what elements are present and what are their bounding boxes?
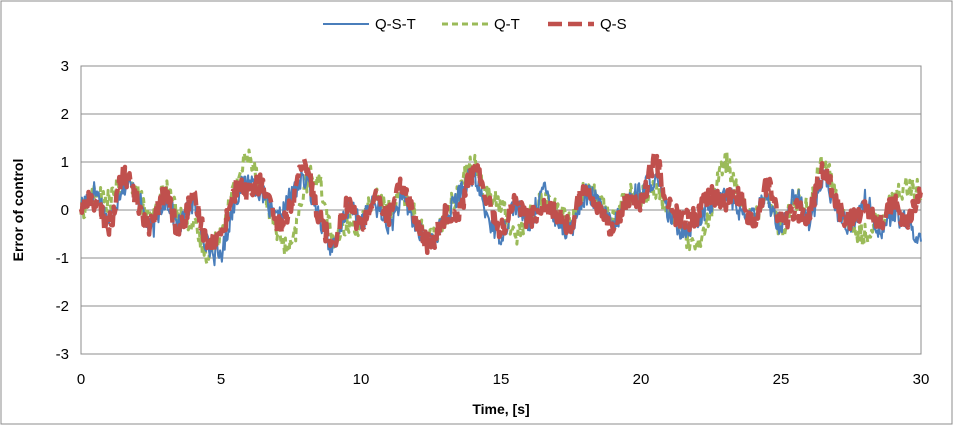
y-tick-label: -3 bbox=[56, 346, 69, 363]
y-tick-label: 1 bbox=[61, 154, 69, 171]
y-tick-label: 0 bbox=[61, 202, 69, 219]
x-axis-title: Time, [s] bbox=[472, 401, 529, 417]
x-tick-label: 20 bbox=[633, 371, 650, 388]
y-axis-title: Error of control bbox=[10, 159, 26, 262]
x-tick-label: 25 bbox=[773, 371, 790, 388]
x-tick-label: 0 bbox=[77, 371, 85, 388]
y-tick-label: -2 bbox=[56, 298, 69, 315]
x-tick-label: 30 bbox=[913, 371, 930, 388]
y-axis-ticks: -3 -2 -1 0 1 2 3 bbox=[56, 58, 69, 363]
x-axis-ticks: 0 5 10 15 20 25 30 bbox=[77, 371, 930, 388]
y-tick-label: 2 bbox=[61, 106, 69, 123]
legend-label: Q-T bbox=[494, 16, 520, 33]
legend-label: Q-S bbox=[600, 16, 627, 33]
legend: Q-S-T Q-T Q-S bbox=[323, 16, 627, 33]
series-line-q-s bbox=[78, 149, 924, 256]
x-tick-label: 10 bbox=[353, 371, 370, 388]
y-tick-label: -1 bbox=[56, 250, 69, 267]
y-tick-label: 3 bbox=[61, 58, 69, 75]
x-tick-label: 15 bbox=[493, 371, 510, 388]
legend-label: Q-S-T bbox=[375, 16, 416, 33]
x-tick-label: 5 bbox=[217, 371, 225, 388]
series-lines bbox=[78, 148, 924, 267]
series-line-q-s-t bbox=[80, 165, 922, 267]
